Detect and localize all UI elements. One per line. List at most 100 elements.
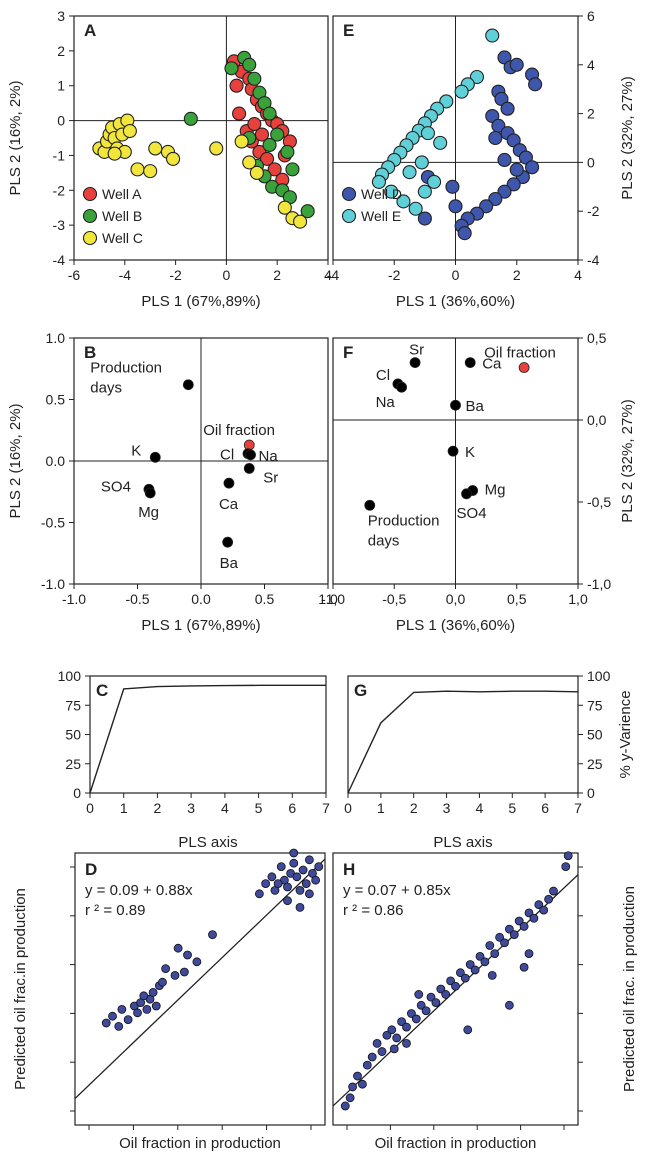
data-point-well-e: [371, 174, 386, 189]
y-tick-label-C: 75: [65, 697, 81, 713]
data-point-well-a: [259, 151, 275, 166]
data-point-well-e: [384, 184, 399, 199]
panel-label-D: D: [85, 860, 97, 879]
data-point-well-e: [485, 28, 500, 43]
x-tick-label-C: 2: [154, 800, 162, 816]
loading-label: K: [131, 442, 141, 459]
data-point: [480, 957, 490, 967]
data-point-well-c: [122, 123, 137, 139]
y-tick-label-A: 2: [57, 43, 65, 59]
x-tick-label-G: 2: [410, 800, 418, 816]
loading-label: SO4: [101, 478, 131, 495]
loading-point: [222, 536, 234, 548]
data-point: [416, 1000, 426, 1010]
loading-label: Production: [90, 360, 162, 377]
y-tick-label-A: -4: [53, 252, 66, 268]
data-point: [301, 879, 311, 888]
y-axis-label-E: PLS 2 (32%, 27%): [619, 76, 636, 199]
data-point: [304, 889, 314, 899]
data-point: [397, 1017, 407, 1027]
data-point: [142, 1005, 152, 1014]
data-point-well-e: [414, 155, 429, 170]
loading-point: [245, 449, 256, 461]
x-axis-label-H: Oil fraction in production: [375, 1135, 537, 1152]
data-point-well-d: [497, 152, 512, 168]
data-point: [389, 1044, 399, 1054]
panel-label-H: H: [343, 860, 355, 879]
panel-frame-A: [73, 15, 329, 261]
data-point-well-d: [497, 184, 512, 199]
data-point: [387, 1025, 397, 1035]
loading-point: [447, 445, 459, 457]
data-point-well-e: [417, 184, 432, 199]
data-point-well-b: [270, 127, 285, 142]
data-point: [254, 889, 264, 899]
data-point: [411, 1014, 421, 1024]
data-point: [392, 1033, 402, 1043]
loading-label: Oil fraction: [484, 345, 556, 362]
x-tick-label-B: 1.0: [318, 591, 338, 607]
data-point: [563, 851, 573, 861]
data-point: [485, 941, 495, 950]
y-tick-label-A: -1: [53, 147, 66, 163]
data-point: [460, 973, 470, 983]
y-axis-label-F: PLS 2 (32%, 27%): [619, 399, 636, 522]
y-tick-label-B: 0.0: [46, 453, 66, 469]
data-point: [123, 1015, 133, 1024]
data-point-well-c: [249, 165, 264, 180]
y-tick-label-B: 0.5: [46, 392, 66, 408]
data-point-well-a: [267, 162, 282, 177]
loading-label: Na: [259, 448, 279, 465]
data-point: [372, 1039, 382, 1048]
data-point: [470, 965, 480, 975]
data-point: [173, 943, 183, 953]
data-point-well-c: [107, 146, 122, 161]
y-tick-label-A: -2: [53, 182, 66, 198]
data-point-well-b: [247, 71, 262, 86]
data-point-well-a: [254, 127, 270, 142]
x-tick-label-B: 0.0: [191, 591, 211, 607]
data-point: [114, 1022, 124, 1031]
panel-frame-G: [347, 675, 579, 794]
loading-label: Na: [376, 394, 396, 411]
loading-point: [464, 357, 476, 369]
panel-label-F: F: [343, 343, 353, 362]
data-point: [402, 1022, 411, 1032]
data-point-well-b: [183, 111, 198, 126]
data-point: [519, 922, 529, 931]
y-tick-label-A: 0: [57, 113, 65, 129]
data-point: [295, 903, 305, 912]
x-tick-label-C: 5: [255, 800, 263, 816]
x-tick-label-G: 3: [443, 800, 451, 816]
x-tick-label-G: 0: [344, 800, 352, 816]
y-tick-label-A: 3: [57, 8, 65, 24]
y-axis-label-G: % y-Varience: [617, 690, 634, 778]
y-axis-label-A: PLS 2 (16%, 2%): [7, 80, 24, 195]
data-point: [283, 882, 292, 892]
data-point-well-b: [262, 137, 277, 153]
x-tick-label-E: 2: [513, 267, 521, 283]
data-point: [406, 1009, 416, 1018]
x-tick-label-A: 0: [223, 267, 231, 283]
regression-equation: y = 0.07 + 0.85x: [343, 882, 451, 899]
data-point-well-e: [408, 201, 423, 216]
data-point: [463, 1025, 473, 1035]
x-tick-label-A: -2: [169, 267, 182, 283]
data-point-well-a: [232, 106, 247, 121]
legend-label: Well D: [361, 186, 402, 202]
x-tick-label-F: -1,0: [321, 591, 345, 607]
data-point: [561, 862, 571, 871]
data-point-well-d: [509, 162, 524, 177]
data-point: [402, 1039, 411, 1048]
data-point: [475, 951, 485, 961]
r-squared: r ² = 0.89: [85, 902, 145, 919]
data-point: [446, 976, 456, 986]
data-point: [151, 1001, 161, 1011]
data-point-well-b: [280, 144, 295, 159]
data-point: [345, 1093, 355, 1103]
x-tick-label-B: -1.0: [62, 591, 86, 607]
data-point: [267, 872, 277, 882]
data-point: [170, 971, 180, 980]
x-tick-label-G: 6: [541, 800, 549, 816]
y-axis-label-H: Predicted oil frac. in production: [621, 886, 638, 1092]
